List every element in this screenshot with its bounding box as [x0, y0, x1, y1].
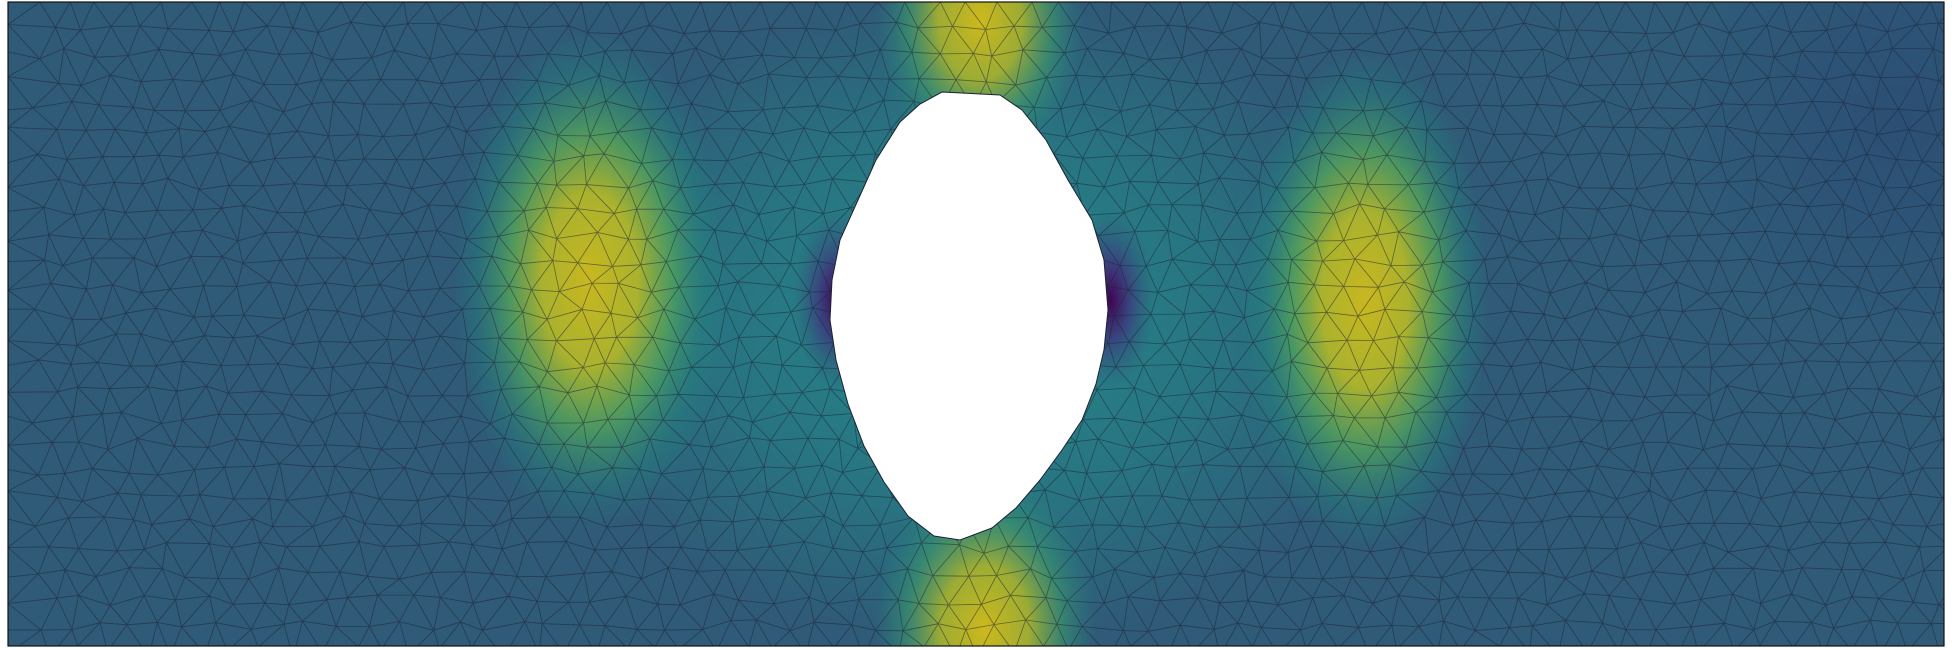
elliptical-hole [829, 91, 1109, 541]
contour-field [8, 2, 1944, 646]
plate-border [7, 1, 1945, 647]
